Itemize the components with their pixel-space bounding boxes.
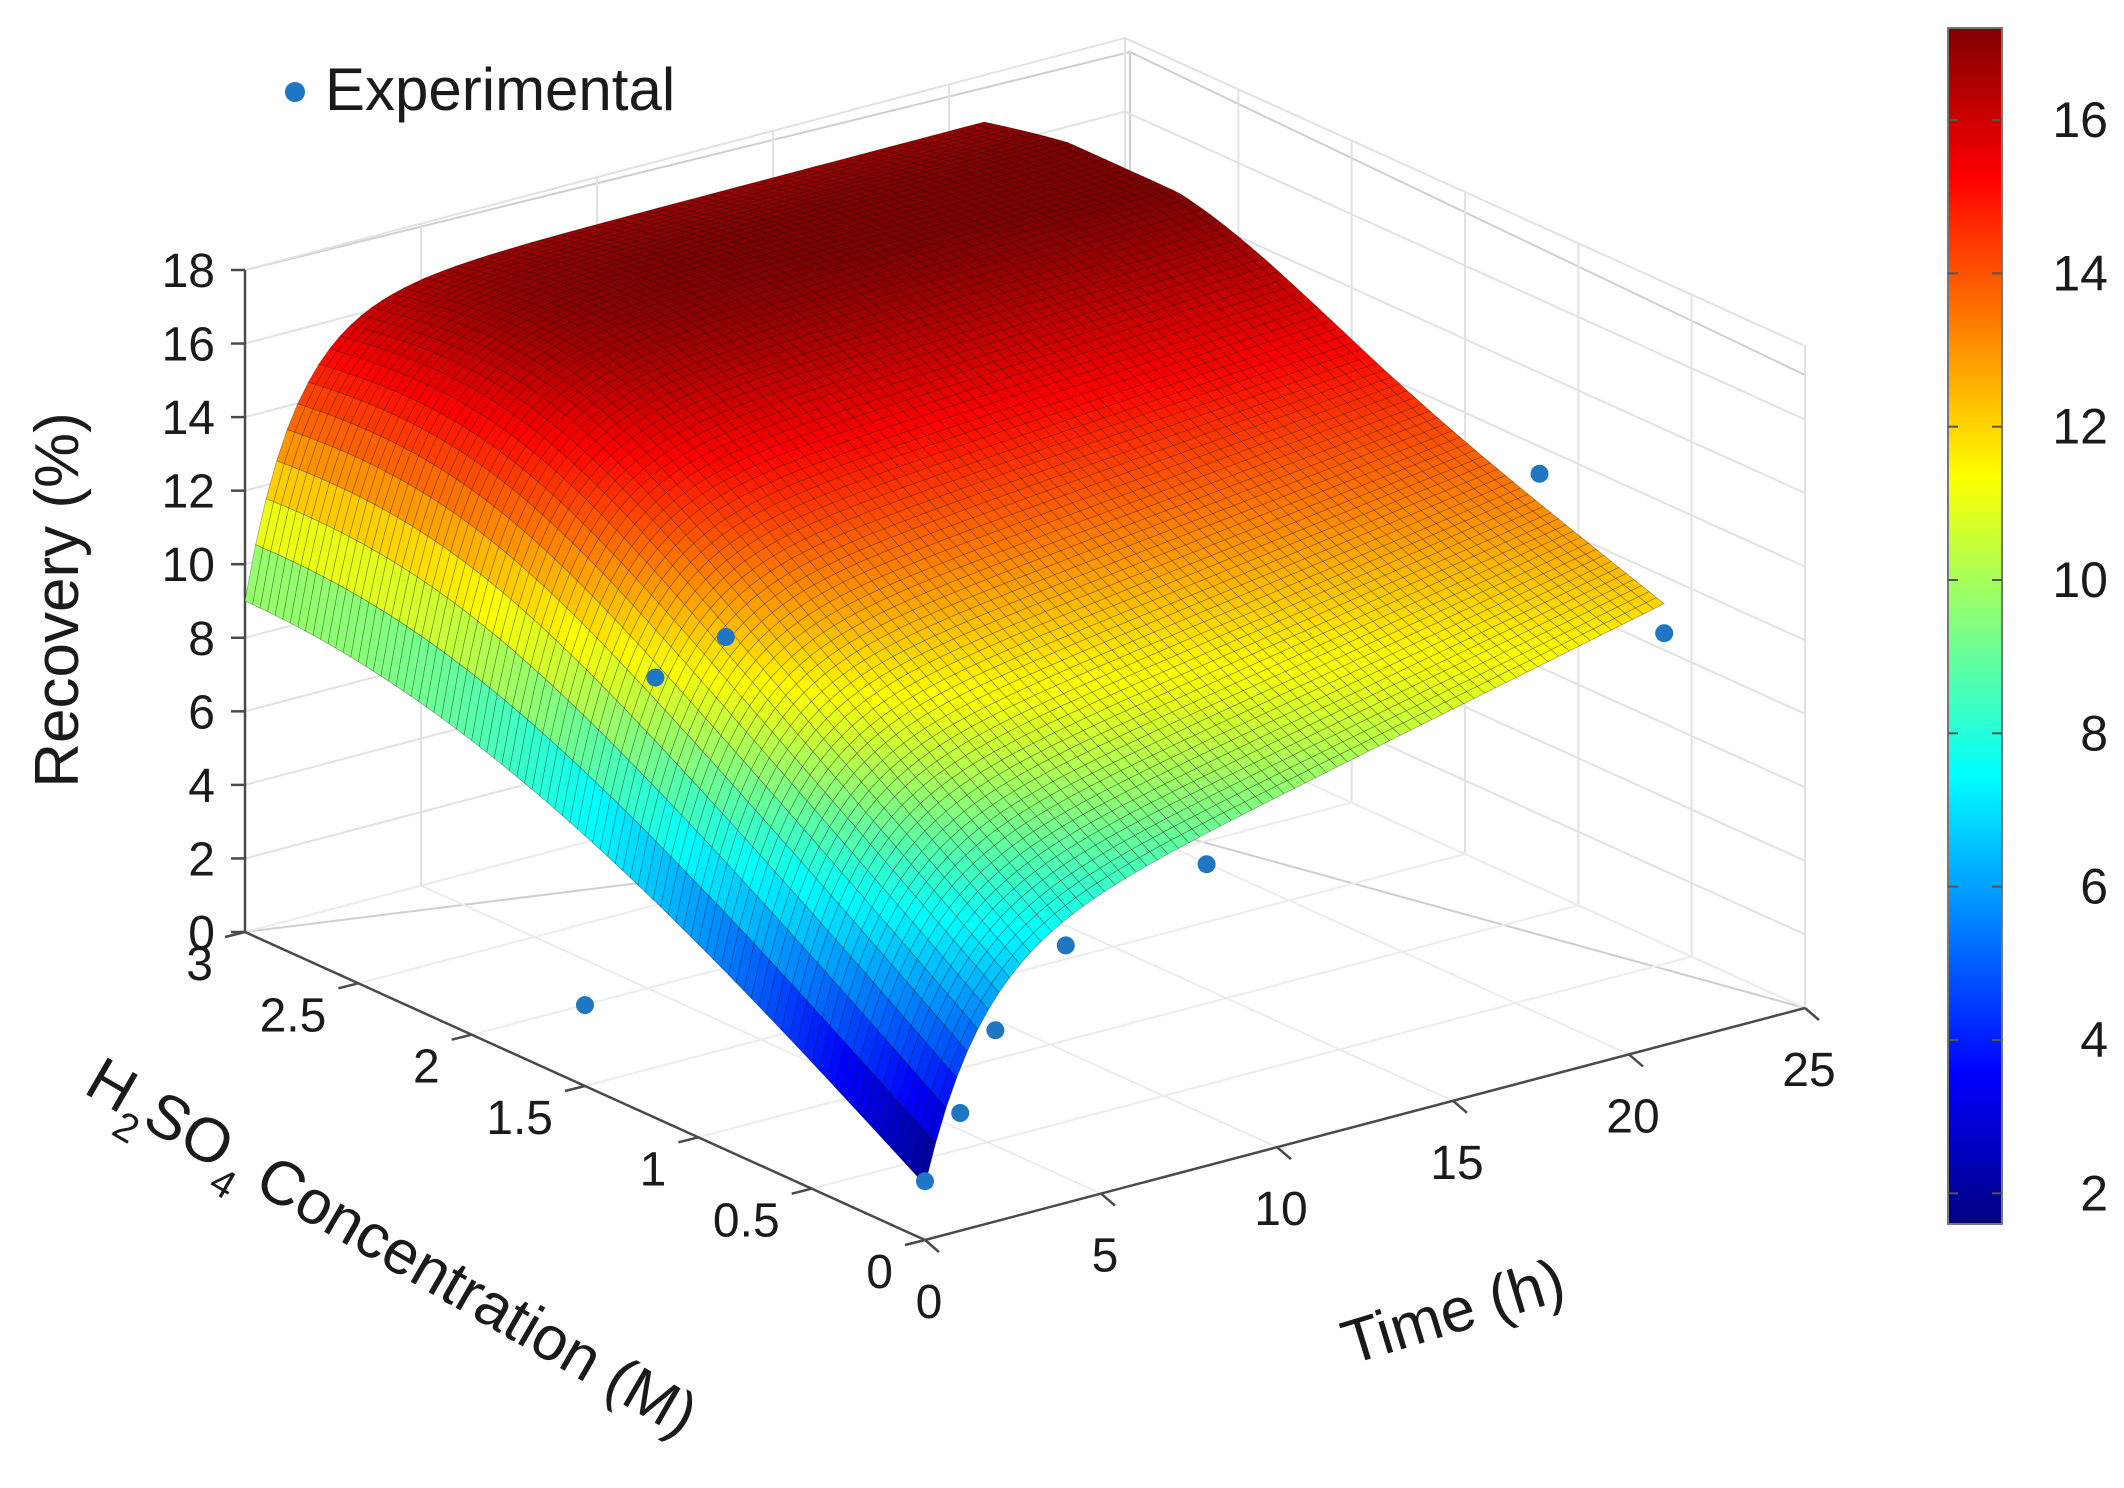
surface-cell xyxy=(780,215,802,222)
surface-cell xyxy=(1047,243,1067,254)
z-tick-label: 2 xyxy=(188,833,215,886)
y-tick-mark xyxy=(1452,1099,1468,1114)
surface-cell xyxy=(806,218,828,226)
x-tick-label: 0 xyxy=(866,1246,893,1299)
surface-cell xyxy=(1198,248,1218,259)
y-tick-label: 20 xyxy=(1606,1090,1659,1143)
z-tick-label: 8 xyxy=(188,613,215,666)
surface-cell xyxy=(910,176,932,183)
surface-cell xyxy=(823,204,844,211)
y-tick-label: 5 xyxy=(1092,1230,1119,1283)
surface-cell xyxy=(1121,222,1141,232)
surface-cell xyxy=(1145,264,1165,275)
z-tick-label: 16 xyxy=(162,319,215,372)
y-tick-label: 0 xyxy=(916,1276,943,1329)
y-tick-mark xyxy=(1276,1146,1292,1161)
y-tick-label: 25 xyxy=(1782,1044,1835,1097)
surface-cell xyxy=(1113,216,1134,227)
surface-cell xyxy=(1095,174,1116,182)
y-tick-mark xyxy=(1804,1007,1820,1021)
x-tick-mark xyxy=(338,982,359,990)
surface-cell xyxy=(1193,232,1214,243)
x-tick-mark xyxy=(451,1033,472,1041)
x-tick-label: 3 xyxy=(186,938,213,991)
x-ticks: 0 0.5 1 1.5 2 2.5 3 xyxy=(186,930,926,1299)
surface-cell xyxy=(1048,176,1069,184)
x-tick-mark xyxy=(564,1084,586,1093)
y-ticks: 0 5 10 15 20 25 xyxy=(916,1007,1836,1329)
surface-cell xyxy=(980,221,1001,229)
y-axis-line xyxy=(924,1006,1806,1242)
surface-cell xyxy=(629,219,648,226)
z-tick-label: 18 xyxy=(162,245,215,298)
axes: 0 2 4 6 8 10 12 14 16 18 0 0.5 1 1.5 2 2.5 3 0 5 10 15 20 25 xyxy=(162,245,1836,1329)
x-tick-label: 2 xyxy=(413,1041,440,1094)
z-tick-label: 14 xyxy=(162,392,215,445)
x-tick-mark xyxy=(224,930,246,939)
y-tick-mark xyxy=(1628,1053,1644,1068)
x-tick-label: 1.5 xyxy=(486,1092,553,1145)
surface-cell xyxy=(867,207,888,215)
y-tick-mark xyxy=(1100,1192,1116,1207)
x-tick-label: 2.5 xyxy=(260,989,327,1042)
surface-cell xyxy=(1222,232,1242,243)
surface-cell xyxy=(1054,249,1075,260)
surface-cell xyxy=(938,134,958,140)
z-tick-label: 0 xyxy=(188,907,215,960)
surface-cell xyxy=(960,167,981,174)
floor-grid-c xyxy=(698,904,1579,1139)
z-tick-label: 12 xyxy=(162,466,215,519)
surface-cell xyxy=(974,195,995,203)
z-tick-label: 6 xyxy=(188,686,215,739)
surface-cell xyxy=(1112,248,1132,259)
y-tick-label: 15 xyxy=(1430,1137,1483,1190)
z-tick-label: 10 xyxy=(162,539,215,592)
surface-cell xyxy=(952,165,974,172)
surface-cell xyxy=(829,194,850,200)
y-tick-mark xyxy=(924,1239,940,1253)
x-tick-mark xyxy=(904,1238,926,1247)
floor-grid-c xyxy=(584,853,1466,1087)
floor-grid-c xyxy=(811,955,1692,1190)
x-tick-label: 0.5 xyxy=(713,1195,780,1248)
surface-cell xyxy=(734,219,755,226)
z-ticks: 0 2 4 6 8 10 12 14 16 18 xyxy=(162,245,245,960)
surface-cell xyxy=(987,186,1009,194)
recovery-surface xyxy=(244,121,1665,1186)
surface-cell xyxy=(1199,214,1220,225)
y-tick-label: 10 xyxy=(1254,1183,1307,1236)
x-tick-mark xyxy=(678,1136,699,1144)
x-tick-label: 1 xyxy=(640,1143,667,1196)
x-tick-mark xyxy=(791,1187,812,1195)
z-tick-label: 4 xyxy=(188,760,215,813)
